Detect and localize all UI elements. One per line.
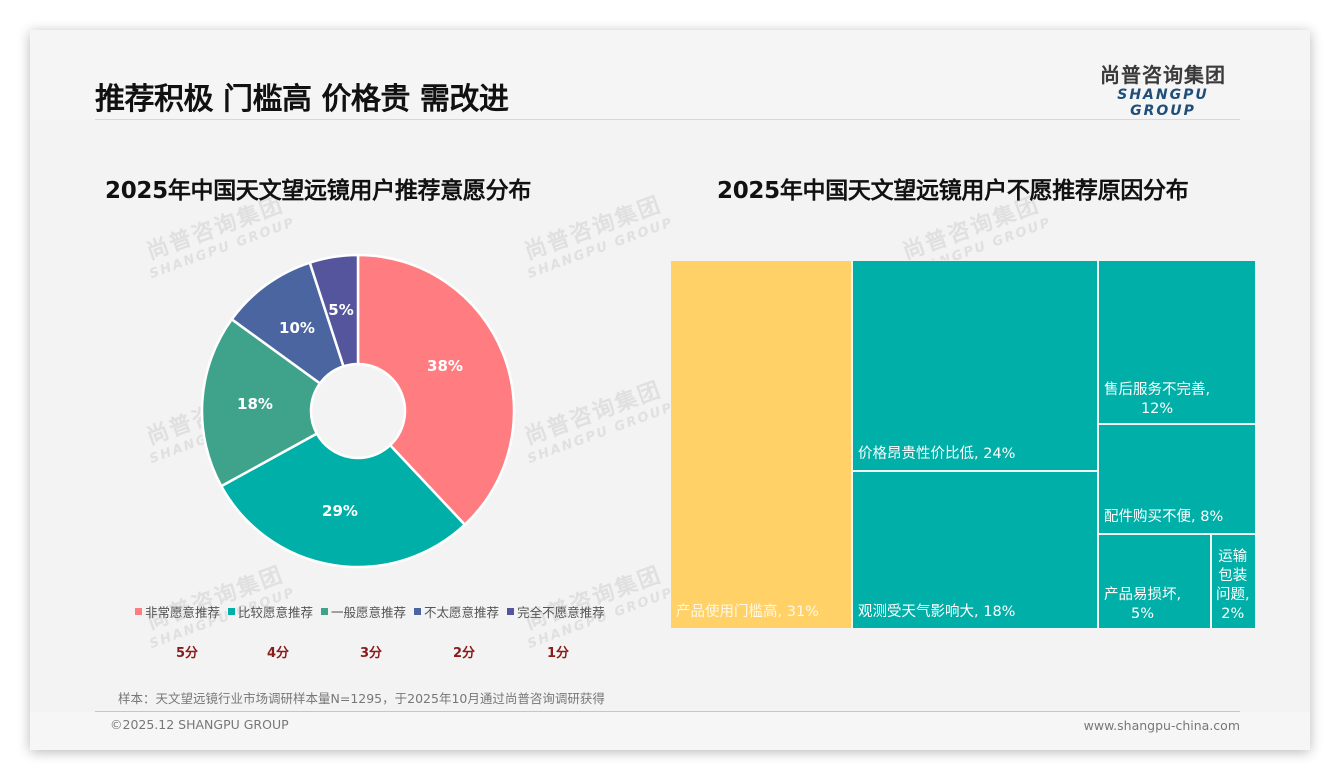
treemap-cell: 运输 包装 问题, 2% [1211,534,1256,629]
treemap-cell: 产品易损坏, 5% [1098,534,1211,629]
copyright-text: ©2025.12 SHANGPU GROUP [110,717,289,732]
slice-label: 10% [279,319,315,337]
treemap-chart-title: 2025年中国天文望远镜用户不愿推荐原因分布 [717,178,1189,204]
logo-chinese: 尚普咨询集团 [1100,63,1226,87]
website-link[interactable]: www.shangpu-china.com [1083,718,1240,733]
company-logo: 尚普咨询集团 SHANGPU GROUP [1088,63,1238,119]
page-title: 推荐积极 门槛高 价格贵 需改进 [95,82,509,117]
donut-svg [200,253,516,569]
header-band [30,30,1310,120]
legend-swatch-icon [135,608,142,615]
donut-slice [219,431,467,569]
slice-label: 5% [328,301,354,319]
donut-legend: 非常愿意推荐 比较愿意推荐 一般愿意推荐 不太愿意推荐 完全不愿意推荐 [135,602,605,621]
donut-slice [356,253,516,527]
legend-swatch-icon [321,608,329,615]
slice-label: 29% [322,502,358,520]
treemap-cell: 配件购买不便, 8% [1098,424,1256,534]
sample-note: 样本：天文望远镜行业市场调研样本量N=1295，于2025年10月通过尚普咨询调… [118,691,605,706]
legend-swatch-icon [414,608,422,615]
legend-item: 不太愿意推荐 [414,602,499,621]
donut-chart-title: 2025年中国天文望远镜用户推荐意愿分布 [105,178,532,204]
header-divider [95,119,1240,120]
logo-english: SHANGPU GROUP [1117,87,1209,119]
score-label: 1分 [546,646,570,661]
treemap-cell: 价格昂贵性价比低, 24% [852,260,1098,471]
legend-swatch-icon [228,608,236,615]
legend-item: 完全不愿意推荐 [507,602,605,621]
legend-item: 比较愿意推荐 [228,602,313,621]
footer-band [30,712,1310,750]
slice-label: 38% [427,357,463,375]
donut-slice [200,317,322,488]
treemap-cell: 观测受天气影响大, 18% [852,471,1098,629]
score-label: 2分 [452,646,476,661]
donut-slice [308,253,360,368]
legend-swatch-icon [507,608,515,615]
legend-item: 一般愿意推荐 [321,602,406,621]
donut-chart: 38% 29% 18% 10% 5% [200,253,516,569]
treemap-cell: 产品使用门槛高, 31% [670,260,852,629]
slice-label: 18% [237,395,273,413]
score-label: 3分 [359,646,383,661]
slide: 推荐积极 门槛高 价格贵 需改进 尚普咨询集团 SHANGPU GROUP 尚普… [30,30,1310,750]
footer-divider [95,711,1240,712]
treemap-cell: 售后服务不完善, 12% [1098,260,1256,424]
legend-item: 非常愿意推荐 [135,602,220,621]
treemap-chart: 产品使用门槛高, 31% 价格昂贵性价比低, 24% 观测受天气影响大, 18%… [670,260,1256,629]
score-label: 5分 [175,646,199,661]
score-label: 4分 [266,646,290,661]
